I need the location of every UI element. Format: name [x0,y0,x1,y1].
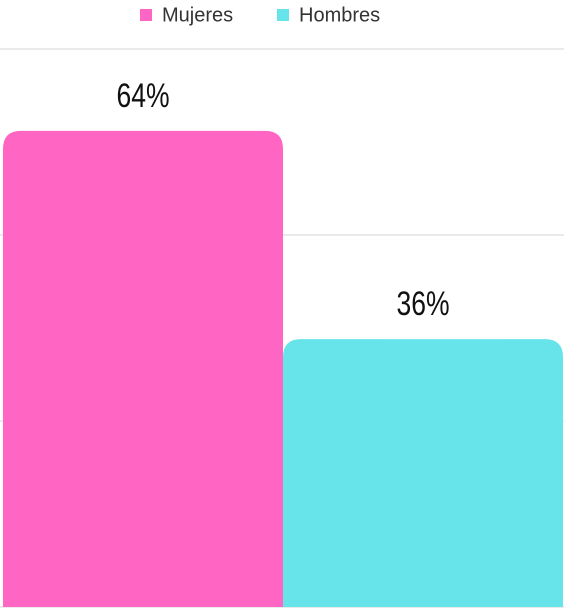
value-label: 36% [396,285,449,323]
legend-swatch [277,9,289,21]
legend-swatch [140,9,152,21]
legend-label: Hombres [299,4,380,26]
value-label: 64% [116,77,169,115]
bar [283,339,563,607]
bar [3,130,283,607]
legend-label: Mujeres [162,4,233,26]
